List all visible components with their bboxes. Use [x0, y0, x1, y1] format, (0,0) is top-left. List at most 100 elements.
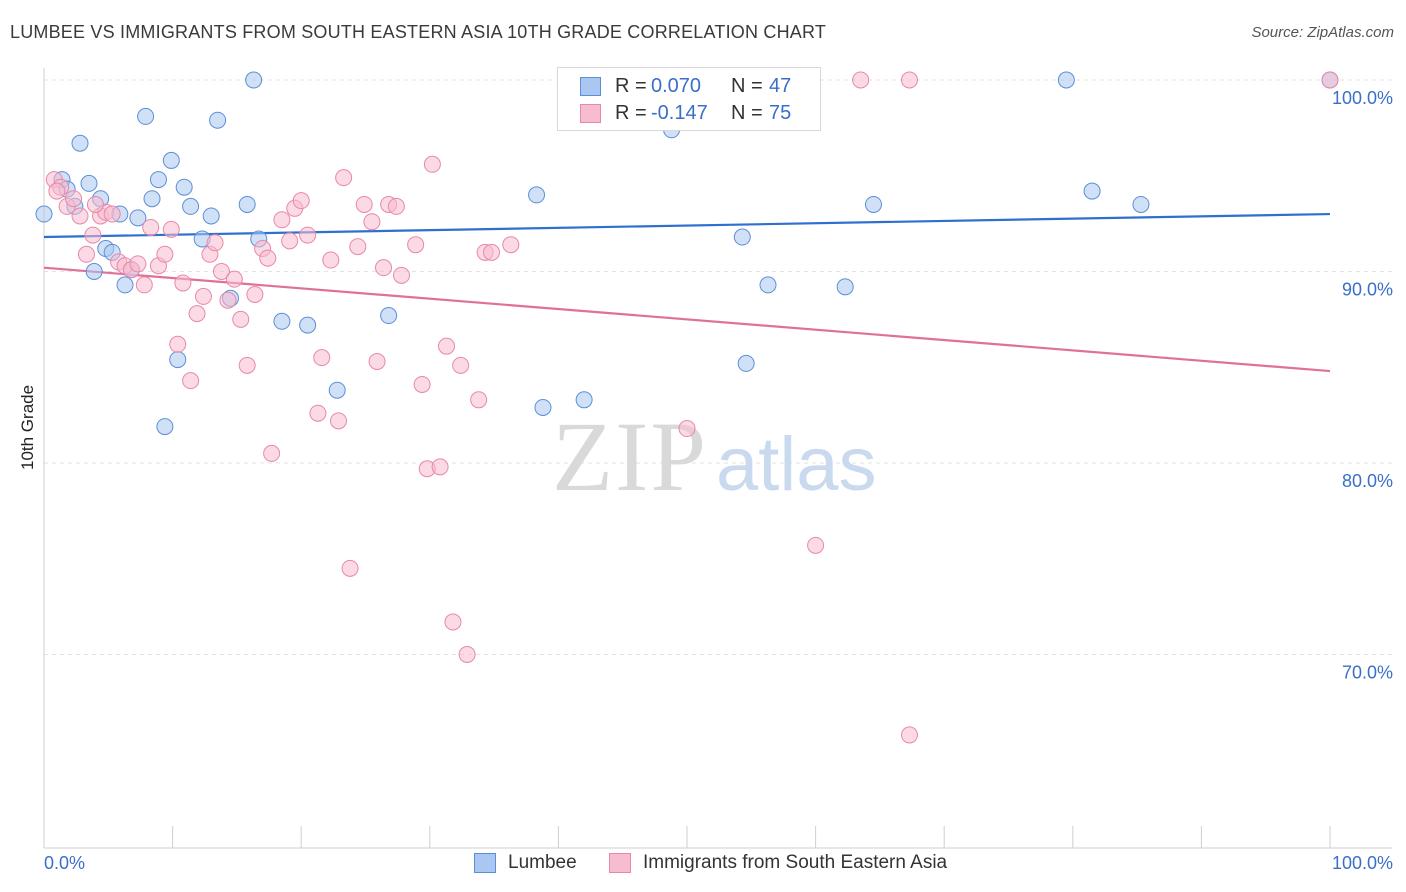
immigrants-point — [313, 349, 331, 367]
immigrants-point — [194, 287, 212, 305]
immigrants-point — [309, 404, 327, 422]
lumbee-swatch — [580, 76, 601, 96]
lumbee-point — [836, 278, 854, 296]
y-tick-label: 80.0% — [1342, 471, 1393, 491]
lumbee-point — [182, 197, 200, 215]
lumbee-swatch — [474, 853, 496, 873]
lumbee-point — [162, 151, 180, 169]
trend-lines — [43, 212, 1331, 373]
n-label: N = — [731, 101, 763, 124]
lumbee-point — [129, 209, 147, 227]
immigrants-point — [281, 232, 299, 250]
immigrants-point — [292, 192, 310, 210]
immigrants-point — [452, 356, 470, 374]
watermark: ZIP atlas — [552, 401, 877, 512]
immigrants-point — [225, 270, 243, 288]
immigrants-point — [103, 205, 121, 223]
immigrants-point — [182, 372, 200, 390]
n-label: N = — [731, 74, 763, 97]
lumbee-point — [575, 391, 593, 409]
n-value: 47 — [769, 74, 792, 97]
immigrants-point — [1321, 71, 1339, 89]
immigrants-point — [423, 155, 441, 173]
lumbee-point — [1132, 195, 1150, 213]
lumbee-point — [528, 186, 546, 204]
series-legend: Lumbee Immigrants from South Eastern Asi… — [0, 852, 1406, 878]
immigrants-point — [238, 356, 256, 374]
immigrants-point — [259, 249, 277, 267]
immigrants-point — [273, 211, 291, 229]
immigrants-point — [900, 726, 918, 744]
immigrants-point — [129, 255, 147, 273]
lumbee-point — [71, 134, 89, 152]
lumbee-point — [733, 228, 751, 246]
immigrants-point — [438, 337, 456, 355]
gridlines — [44, 79, 1392, 655]
immigrants-point — [341, 559, 359, 577]
immigrants-point — [368, 353, 386, 371]
stats-legend: R = 0.070 N = 47 R = -0.147 N = 75 — [557, 67, 821, 131]
immigrants-point — [71, 207, 89, 225]
immigrants-point — [458, 646, 476, 663]
immigrants-point — [174, 274, 192, 292]
immigrants-point — [393, 266, 411, 284]
lumbee-point — [534, 398, 552, 416]
immigrants-point — [188, 305, 206, 323]
immigrants-point — [162, 220, 180, 238]
lumbee-point — [759, 276, 777, 294]
immigrants-point — [135, 276, 153, 294]
r-label: R = — [615, 74, 647, 97]
immigrants-point — [48, 182, 66, 200]
axes — [43, 68, 1392, 849]
immigrants-point — [431, 458, 449, 476]
legend-row-lumbee: R = 0.070 N = 47 — [580, 73, 791, 99]
source-label: Source: ZipAtlas.com — [1251, 24, 1394, 41]
lumbee-point — [137, 107, 155, 125]
lumbee-point — [156, 418, 174, 436]
immigrants-point — [322, 251, 340, 269]
y-tick-label: 100.0% — [1332, 88, 1393, 108]
immigrants-point — [156, 245, 174, 263]
lumbee-point — [1057, 71, 1075, 89]
lumbee-point — [299, 316, 317, 334]
immigrants-point — [232, 310, 250, 328]
legend-label: Lumbee — [508, 852, 577, 873]
immigrants-point — [407, 236, 425, 254]
legend-item-immigrants[interactable]: Immigrants from South Eastern Asia — [609, 852, 947, 874]
immigrants-point — [502, 236, 520, 254]
lumbee-trend-line — [43, 212, 1331, 239]
lumbee-point — [35, 205, 53, 223]
lumbee-point — [737, 354, 755, 372]
lumbee-point — [169, 351, 187, 369]
immigrants-point — [84, 226, 102, 244]
immigrants-point — [335, 169, 353, 187]
legend-label: Immigrants from South Eastern Asia — [643, 852, 948, 873]
r-value: 0.070 — [651, 74, 702, 97]
immigrants-point — [852, 71, 870, 89]
legend-item-lumbee[interactable]: Lumbee — [474, 852, 577, 874]
immigrants-point — [355, 195, 373, 213]
y-tick-label: 70.0% — [1342, 663, 1393, 683]
lumbee-point — [143, 190, 161, 208]
lumbee-point — [209, 111, 227, 129]
lumbee-point — [380, 307, 398, 325]
r-value: -0.147 — [651, 101, 708, 124]
immigrants-point — [65, 190, 83, 208]
immigrants-point — [349, 238, 367, 256]
watermark-atlas: atlas — [716, 422, 877, 507]
legend-row-immigrants: R = -0.147 N = 75 — [580, 100, 791, 126]
n-value: 75 — [769, 101, 792, 124]
x-tick-label: 0.0% — [44, 853, 85, 873]
immigrants-point — [678, 420, 696, 438]
chart-title: LUMBEE VS IMMIGRANTS FROM SOUTH EASTERN … — [10, 22, 827, 42]
immigrants-swatch — [580, 103, 601, 123]
lumbee-point — [85, 263, 103, 280]
immigrants-trend-line — [43, 266, 1331, 373]
lumbee-point — [245, 71, 263, 89]
immigrants-point — [86, 195, 104, 213]
lumbee-point — [149, 171, 167, 189]
immigrants-point — [363, 213, 381, 231]
lumbee-point — [116, 276, 134, 294]
lumbee-point — [202, 207, 220, 225]
